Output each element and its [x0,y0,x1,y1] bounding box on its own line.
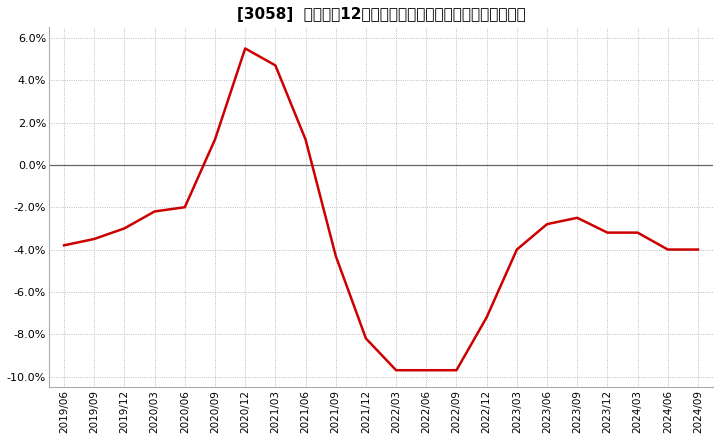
Title: [3058]  売上高の12か月移動合計の対前年同期増減率の推移: [3058] 売上高の12か月移動合計の対前年同期増減率の推移 [237,7,526,22]
